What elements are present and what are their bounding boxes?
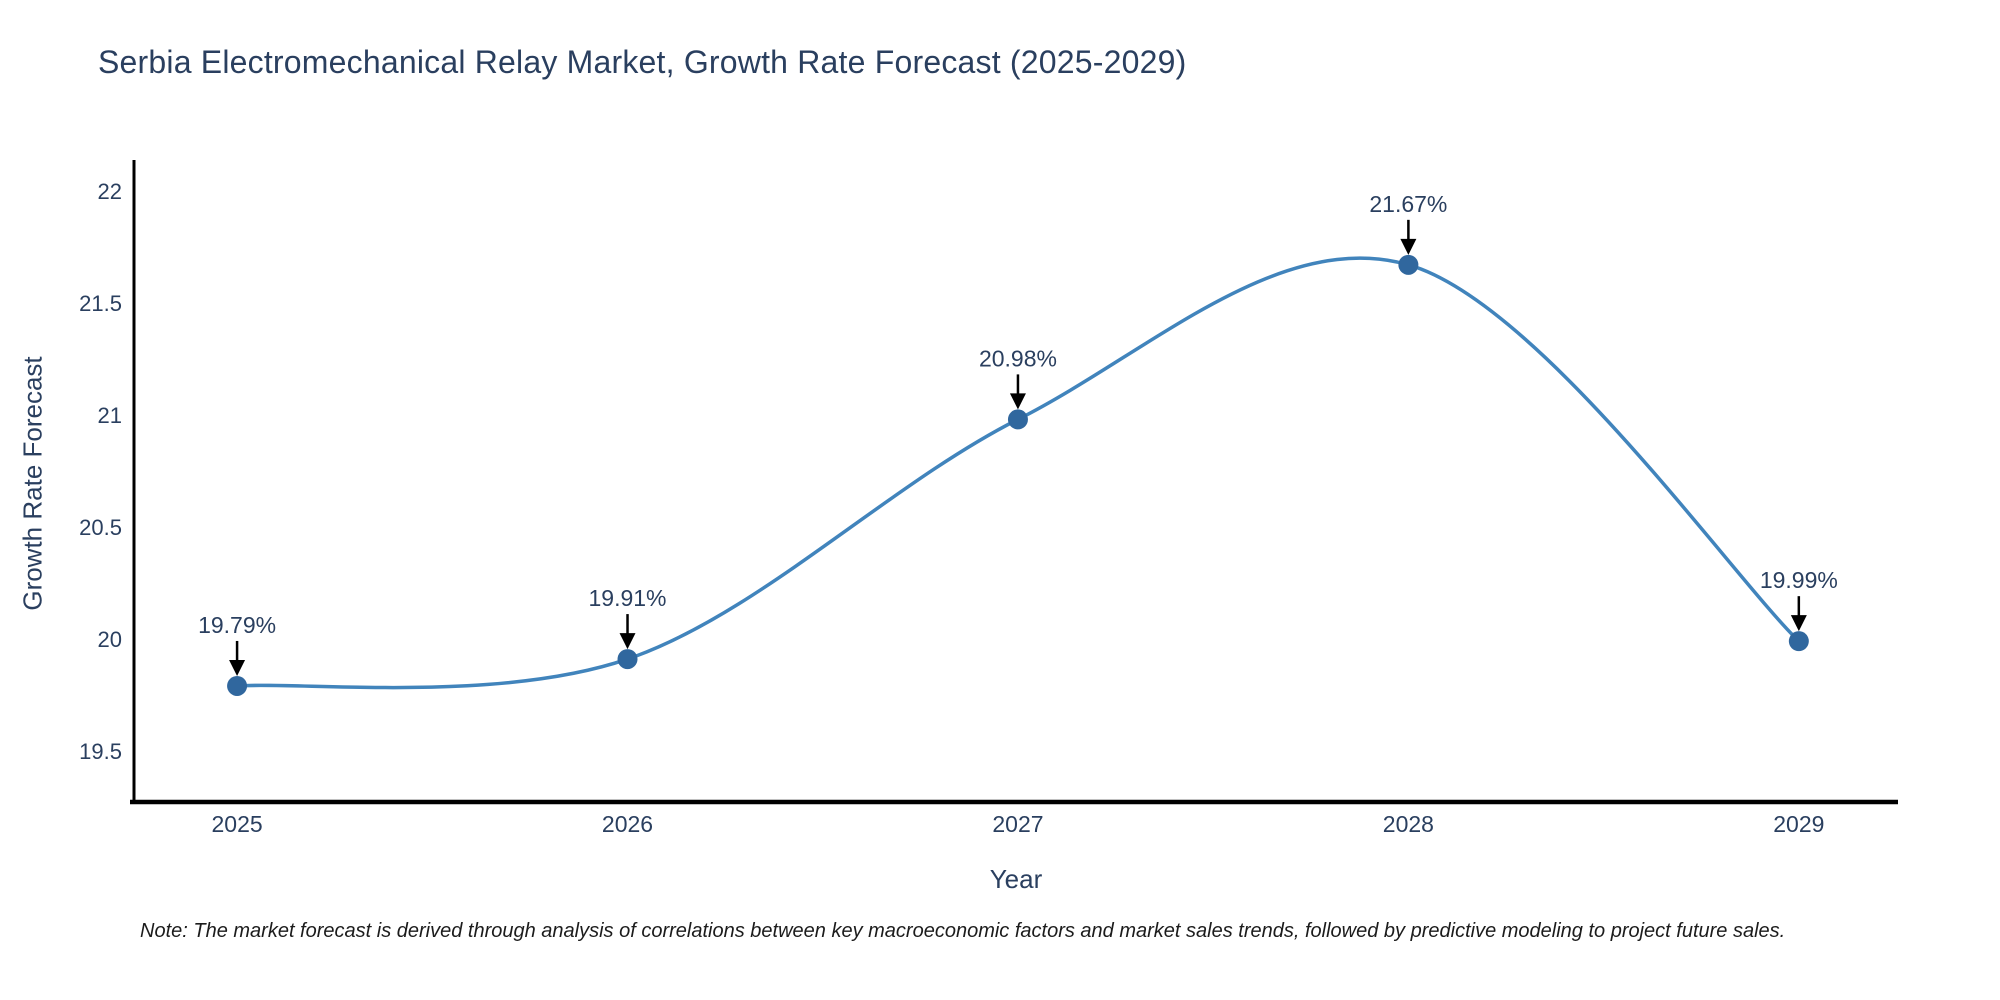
annotation-arrowhead (1009, 393, 1026, 410)
data-point-marker (227, 675, 248, 696)
x-tick-label: 2029 (1773, 811, 1824, 837)
data-point-marker (1007, 409, 1028, 430)
y-tick-label: 21.5 (79, 291, 122, 316)
annotation-label: 19.79% (198, 612, 276, 638)
annotation-label: 21.67% (1369, 191, 1447, 217)
annotation-arrowhead (1400, 238, 1417, 255)
x-tick-label: 2027 (992, 811, 1043, 837)
y-tick-label: 21 (98, 403, 122, 428)
y-tick-label: 22 (98, 179, 122, 204)
x-axis-title: Year (989, 864, 1043, 894)
annotation-label: 19.91% (589, 585, 667, 611)
x-tick-label: 2025 (211, 811, 262, 837)
annotation-arrowhead (619, 633, 636, 650)
data-point-marker (1788, 631, 1809, 652)
x-tick-label: 2028 (1383, 811, 1434, 837)
data-point-marker (1398, 254, 1419, 275)
annotation-label: 20.98% (979, 345, 1057, 371)
annotation-arrowhead (1790, 615, 1807, 632)
y-tick-label: 20.5 (79, 515, 122, 540)
chart-title: Serbia Electromechanical Relay Market, G… (98, 44, 1187, 80)
y-axis-title: Growth Rate Forecast (17, 356, 48, 611)
data-point-marker (617, 649, 638, 670)
y-tick-label: 20 (98, 627, 122, 652)
footnote-text: Note: The market forecast is derived thr… (140, 920, 1786, 942)
annotation-arrowhead (229, 659, 246, 676)
y-tick-label: 19.5 (79, 739, 122, 764)
annotation-label: 19.99% (1760, 567, 1838, 593)
series-line (235, 256, 1801, 690)
x-tick-label: 2026 (602, 811, 653, 837)
